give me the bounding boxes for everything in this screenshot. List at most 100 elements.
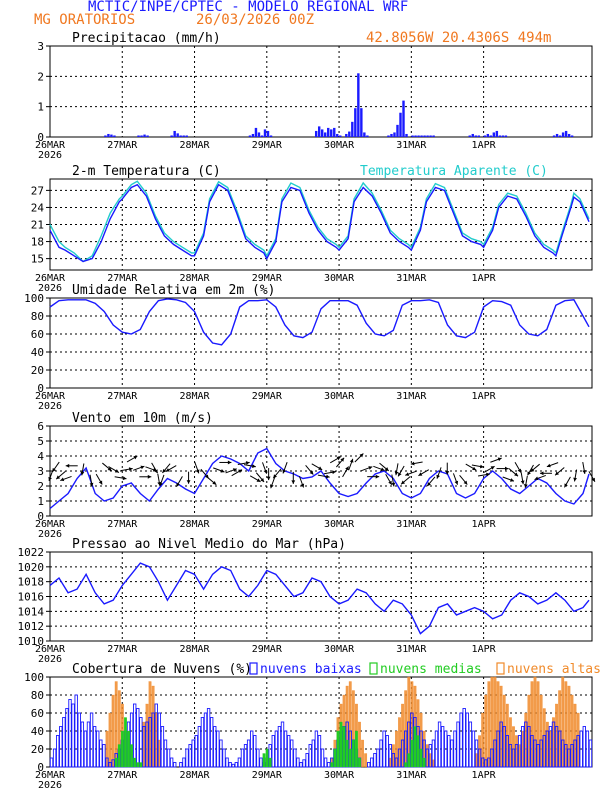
cloud-bar-nuvens-baixas: [311, 739, 315, 768]
cloud-bar-nuvens-baixas: [579, 730, 583, 768]
clouds-y-tick-label: 100: [24, 671, 44, 684]
temp-y-tick-label: 15: [31, 253, 44, 266]
cloud-bar-nuvens-baixas: [561, 739, 565, 768]
cloud-bar-nuvens-medias: [355, 730, 358, 768]
cloud-bar-nuvens-baixas: [49, 757, 54, 768]
cloud-bar-nuvens-baixas: [182, 757, 186, 768]
precip-bar: [495, 130, 499, 137]
cloud-bar-nuvens-baixas: [105, 757, 109, 768]
precip-bar: [399, 112, 402, 137]
cloud-bar-nuvens-baixas: [474, 739, 479, 768]
rh-y-tick-label: 20: [31, 364, 44, 377]
cloud-bar-nuvens-medias: [333, 748, 337, 768]
cloud-bar-nuvens-medias: [339, 721, 343, 768]
cloud-bar-nuvens-medias: [422, 757, 426, 768]
slp-x-tick-label: 27MAR: [107, 644, 138, 655]
cloud-bar-nuvens-altas: [108, 712, 112, 768]
slp-y-tick-label: 1020: [18, 561, 45, 574]
cloud-bar-nuvens-baixas: [83, 730, 88, 768]
cloud-bar-nuvens-baixas: [320, 748, 325, 768]
cloud-bar-nuvens-baixas: [305, 753, 309, 768]
wind-arrow-head: [332, 470, 336, 475]
cloud-bar-nuvens-baixas: [74, 694, 78, 768]
precip-bar: [567, 133, 571, 137]
rh-x-tick-label: 28MAR: [179, 391, 210, 402]
wind-y-tick-label: 0: [37, 510, 44, 523]
wind-arrow-head: [490, 466, 495, 470]
slp-x-tick-label: 30MAR: [324, 644, 355, 655]
cloud-bar-nuvens-baixas: [367, 762, 371, 768]
cloud-bar-nuvens-baixas: [542, 735, 546, 768]
cloud-bar-nuvens-baixas: [225, 757, 229, 768]
cloud-bar-nuvens-baixas: [209, 717, 214, 768]
cloud-bar-nuvens-medias: [130, 744, 133, 768]
precip-x-tick-label: 29MAR: [252, 140, 283, 151]
temp-x-year-label: 2026: [38, 283, 62, 294]
cloud-bar-nuvens-baixas: [582, 726, 586, 768]
rh-y-tick-label: 0: [37, 382, 44, 395]
cloud-bar-nuvens-altas: [484, 694, 488, 768]
cloud-bar-nuvens-baixas: [163, 739, 168, 768]
slp-panel-title: Pressao ao Nivel Medio do Mar (hPa): [72, 537, 346, 552]
wind-arrow-head: [436, 474, 441, 479]
cloud-bar-nuvens-baixas: [548, 726, 553, 768]
wind-arrow-head: [375, 474, 380, 479]
cloud-bar-nuvens-baixas: [536, 744, 540, 768]
cloud-bar-nuvens-baixas: [154, 703, 158, 768]
cloud-bar-nuvens-baixas: [385, 735, 389, 768]
wind-arrow-head: [80, 471, 85, 476]
precip-bar: [405, 133, 408, 137]
wind-y-tick-label: 5: [37, 435, 44, 448]
wind-arrow-head: [534, 476, 539, 481]
clouds-y-tick-label: 60: [31, 707, 44, 720]
slp-x-tick-label: 28MAR: [179, 644, 210, 655]
cloud-bar-nuvens-baixas: [557, 730, 562, 768]
slp-x-tick-label: 29MAR: [252, 644, 283, 655]
wind-x-tick-label: 29MAR: [252, 519, 283, 530]
wind-series-line: [49, 447, 590, 510]
cloud-bar-nuvens-baixas: [499, 721, 503, 768]
rh-x-tick-label: 26MAR: [35, 391, 66, 402]
precip-bar: [414, 135, 417, 137]
clouds-x-tick-label: 29MAR: [252, 770, 283, 781]
cloud-bar-nuvens-baixas: [286, 735, 291, 768]
cloud-bar-nuvens-baixas: [514, 744, 519, 768]
slp-y-tick-label: 1012: [18, 620, 45, 633]
temp-y-tick-label: 24: [31, 201, 45, 214]
wind-arrow-head: [427, 482, 431, 487]
wind-y-tick-label: 2: [37, 480, 44, 493]
cloud-bar-nuvens-medias: [404, 762, 408, 768]
precip-bar: [140, 135, 143, 137]
cloud-bar-nuvens-baixas: [188, 744, 192, 768]
clouds-x-tick-label: 27MAR: [107, 770, 138, 781]
precip-bar: [483, 135, 487, 137]
cloud-bar-nuvens-baixas: [370, 757, 374, 768]
cloud-bar-nuvens-baixas: [213, 726, 217, 768]
cloud-bar-nuvens-baixas: [382, 730, 386, 768]
slp-x-tick-label: 1APR: [472, 644, 497, 655]
cloud-bar-nuvens-baixas: [539, 739, 543, 768]
precip-bar: [498, 135, 502, 137]
cloud-bar-nuvens-altas: [487, 681, 491, 768]
wind-x-tick-label: 1APR: [472, 519, 497, 530]
cloud-bar-nuvens-baixas: [521, 726, 525, 768]
wind-arrow-head: [546, 463, 551, 468]
cloud-bar-nuvens-altas: [364, 753, 368, 768]
precip-bar: [561, 132, 565, 137]
cloud-bar-nuvens-baixas: [468, 721, 473, 768]
precip-y-tick-label: 0: [37, 131, 44, 144]
cloud-bar-nuvens-baixas: [160, 726, 165, 768]
precip-bar: [179, 135, 182, 137]
cloud-legend-label: nuvens altas: [507, 662, 601, 677]
wind-arrow-head: [318, 466, 323, 470]
wind-arrow-head: [418, 472, 423, 476]
cloud-bar-nuvens-baixas: [148, 717, 152, 768]
temp-y-tick-label: 21: [31, 219, 44, 232]
temp-x-tick-label: 26MAR: [35, 273, 66, 284]
wind-arrow-head: [270, 484, 274, 489]
precip-bar: [468, 135, 471, 137]
wind-arrow-head: [325, 474, 330, 479]
cloud-bar-nuvens-baixas: [493, 739, 497, 768]
wind-arrow-head: [282, 469, 287, 474]
cloud-bar-nuvens-baixas: [496, 730, 500, 768]
